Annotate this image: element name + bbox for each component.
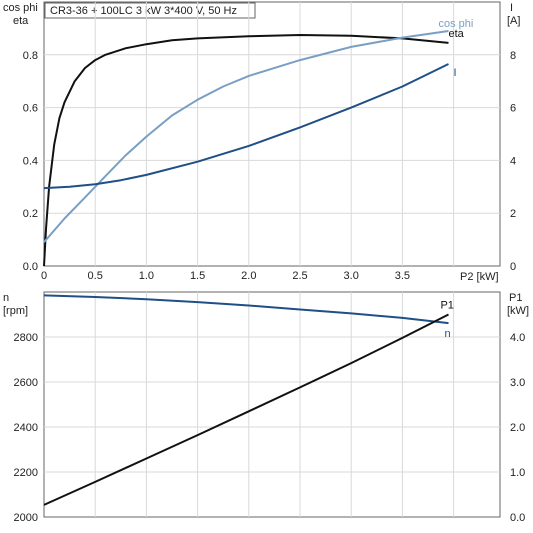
cosphi-line [43,30,449,243]
top-right-tick-label: 8 [510,50,516,62]
top-left-tick-label: 0.8 [23,50,38,62]
top-x-axis-label: P2 [kW] [460,271,499,283]
top-right-tick-label: 0 [510,261,516,273]
top-left-axis-label-1: cos phi [3,2,38,14]
top-right-tick-label: 6 [510,103,516,115]
top-x-tick-label: 3.5 [395,270,410,282]
bottom-left-tick-label: 2400 [14,422,38,434]
title-box [44,2,256,19]
top-plot-frame [43,1,501,267]
top-x-tick-label: 0.5 [88,270,103,282]
top-left-tick-label: 0.6 [23,103,38,115]
top-x-tick-label: 2.0 [241,270,256,282]
bottom-grid [44,292,500,517]
top-x-tick-label: 2.5 [292,270,307,282]
bottom-right-axis-label-2: [kW] [507,305,529,317]
series-label-current: I [453,67,456,79]
bottom-panel: n [rpm] P1 [kW] 2000 2200 2400 2600 2800 0.0 1… [3,291,529,524]
top-series [43,30,449,267]
top-x-tick-label: 1.0 [139,270,154,282]
top-panel: CR3-36 + 100LC 3 kW 3*400 V, 50 Hz cos p… [3,1,520,283]
top-left-tick-label: 0.4 [23,155,38,167]
series-label-p1: P1 [440,300,453,312]
bottom-ticks: 2000 2200 2400 2600 2800 0.0 1.0 2.0 3.0 4.0 [14,332,526,524]
top-left-axis-label-2: eta [13,15,29,27]
top-x-tick-label: 3.0 [344,270,359,282]
top-x-tick-label: 0 [41,270,47,282]
top-ticks: 0 0.5 1.0 1.5 2.0 2.5 3.0 3.5 0.0 0.2 0.4 0.6 0.8 0 2 4… [23,50,516,282]
bottom-right-tick-label: 1.0 [510,467,525,479]
bottom-left-axis-label-1: n [3,292,9,304]
top-x-tick-label: 1.5 [190,270,205,282]
chart-title: CR3-36 + 100LC 3 kW 3*400 V, 50 Hz [50,5,237,17]
eta-line [43,34,449,267]
series-label-cosphi: cos phi [438,18,473,30]
speed-line [43,294,449,325]
bottom-right-tick-label: 3.0 [510,377,525,389]
top-right-tick-label: 4 [510,155,516,167]
top-left-tick-label: 0.2 [23,208,38,220]
bottom-right-axis-label-1: P1 [509,292,522,304]
bottom-left-tick-label: 2200 [14,467,38,479]
top-right-tick-label: 2 [510,208,516,220]
bottom-right-tick-label: 2.0 [510,422,525,434]
bottom-series [43,294,449,506]
bottom-right-tick-label: 4.0 [510,332,525,344]
current-line [43,63,449,190]
bottom-left-axis-label-2: [rpm] [3,305,28,317]
bottom-left-tick-label: 2600 [14,377,38,389]
series-label-speed: n [444,328,450,340]
bottom-right-tick-label: 0.0 [510,512,525,524]
bottom-plot-frame [43,291,501,518]
bottom-left-tick-label: 2000 [14,512,38,524]
top-right-axis-label-1: I [510,2,513,14]
series-label-eta: eta [448,28,464,40]
bottom-left-tick-label: 2800 [14,332,38,344]
top-right-axis-label-2: [A] [507,15,520,27]
top-left-tick-label: 0.0 [23,261,38,273]
p1-line [43,313,449,506]
